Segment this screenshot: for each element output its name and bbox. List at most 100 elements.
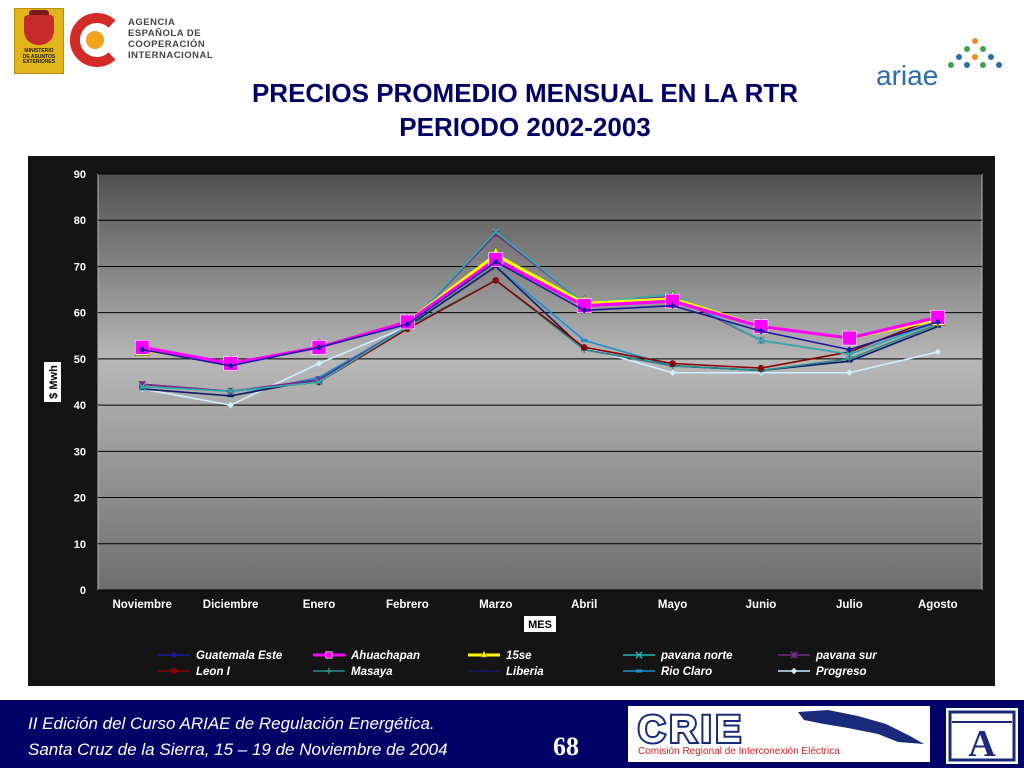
x-tick-label-diciembre: Diciembre (203, 599, 259, 611)
crown-icon (29, 10, 49, 17)
shield-icon (24, 15, 54, 45)
legend-marker-progreso (790, 667, 798, 675)
price-chart: 0 10 20 30 40 50 60 70 80 90 Noviembre Diciembre Ene… (28, 156, 995, 686)
point-pavana-norte-junio (757, 336, 765, 345)
agency-line-2: ESPAÑOLA DE (128, 28, 202, 39)
point-guatemala-este-noviembre (139, 346, 146, 353)
point-progreso-mayo (669, 369, 676, 376)
ministerio-line-1: MINISTERIO (24, 48, 54, 54)
x-axis-label: MES (528, 619, 552, 631)
legend-label-rio-claro: Rio Claro (661, 666, 712, 678)
price-chart-svg: 0 10 20 30 40 50 60 70 80 90 Noviembre Diciembre Ene… (28, 156, 995, 686)
point-progreso-agosto (934, 348, 941, 356)
ministerio-line-3: EXTERIORES (22, 59, 56, 65)
legend-label-liberia: Liberia (506, 666, 544, 678)
x-tick-label-mayo: Mayo (658, 599, 687, 611)
y-tick-label-10: 10 (74, 539, 86, 551)
a-emblem-logo: A (946, 708, 1018, 765)
agency-text: AGENCIA ESPAÑOLA DE COOPERACIÓN INTERNAC… (128, 17, 213, 61)
legend-label-15se: 15se (506, 650, 532, 662)
point-guatemala-este-diciembre (227, 362, 234, 370)
point-pavana-norte-noviembre (138, 382, 146, 391)
point-pavana-norte-diciembre (226, 387, 235, 395)
legend-label-leon-i: Leon I (196, 666, 231, 678)
slide-footer: II Edición del Curso ARIAE de Regulación… (0, 700, 1024, 768)
crie-logo-icon: CRIE (636, 707, 924, 753)
crie-logo: CRIE Comisión Regional de Interconexión … (628, 706, 930, 762)
a-emblem-letter: A (968, 723, 996, 764)
point-guatemala-este-julio (846, 346, 853, 353)
series-line-guatemala-este (142, 261, 939, 367)
x-tick-label-abril: Abril (571, 599, 597, 611)
ministerio-line-2: DE ASUNTOS (22, 53, 56, 60)
legend-marker-guatemala-este (170, 651, 178, 659)
ariae-dots-logo-icon (948, 38, 1002, 68)
series-line-ahuachapan (141, 257, 939, 366)
point-progreso-julio (846, 369, 853, 376)
agency-line-3: COOPERACIÓN (128, 39, 206, 50)
crie-subtitle: Comisión Regional de Interconexión Eléct… (638, 746, 840, 757)
x-tick-label-agosto: Agosto (918, 599, 958, 611)
point-ahuachapan-julio (842, 330, 857, 346)
y-tick-label-20: 20 (74, 493, 86, 505)
aecid-c-logo-icon (69, 13, 116, 67)
agency-line-4: INTERNACIONAL (128, 50, 214, 61)
point-guatemala-este-abril (581, 307, 588, 314)
point-guatemala-este-agosto (934, 318, 941, 326)
x-tick-label-julio: Julio (836, 599, 863, 611)
legend-label-progreso: Progreso (816, 666, 867, 678)
plot-area (97, 173, 983, 591)
a-emblem-icon: A (948, 710, 1016, 765)
ministerio-text: MINISTERIO DE ASUNTOS EXTERIORES (16, 48, 62, 66)
ministerio-logo: MINISTERIO DE ASUNTOS EXTERIORES (14, 8, 64, 74)
y-tick-label-70: 70 (74, 261, 86, 273)
series-line-pavana-norte (142, 230, 939, 393)
legend-marker-pavana-sur (790, 651, 798, 659)
page-number: 68 (553, 732, 579, 761)
point-rio-claro-abril (581, 338, 588, 342)
footer-course-text: II Edición del Curso ARIAE de Regulación… (28, 714, 435, 733)
x-axis-label-box (524, 616, 556, 632)
crie-name-text: CRIE (638, 709, 745, 748)
footer-location-text: Santa Cruz de la Sierra, 15 – 19 de Novi… (28, 740, 448, 759)
y-tick-label-90: 90 (74, 169, 86, 181)
x-tick-label-junio: Junio (746, 599, 777, 611)
point-leon-i-junio (757, 364, 765, 372)
legend-label-pavana-norte: pavana norte (660, 650, 733, 662)
point-leon-i-mayo (669, 360, 676, 367)
legend-marker-15se (480, 650, 488, 658)
point-guatemala-este-marzo (492, 258, 499, 266)
point-guatemala-este-enero (315, 344, 323, 351)
y-tick-label-40: 40 (74, 400, 86, 412)
legend-label-pavana-sur: pavana sur (815, 650, 877, 662)
legend-label-guatemala-este: Guatemala Este (196, 650, 283, 662)
legend-label-masaya: Masaya (351, 666, 393, 678)
point-guatemala-este-mayo (669, 302, 676, 309)
point-leon-i-abril (581, 344, 588, 351)
y-tick-label-50: 50 (74, 354, 86, 366)
legend-marker-rio-claro (635, 669, 643, 673)
slide-header: MINISTERIO DE ASUNTOS EXTERIORES AGENCIA… (0, 0, 1024, 150)
point-pavana-norte-enero (315, 378, 323, 386)
legend-label-ahuachapan: Ahuachapan (350, 650, 420, 662)
x-tick-label-febrero: Febrero (386, 599, 429, 611)
y-tick-label-30: 30 (74, 446, 86, 458)
point-progreso-enero (315, 360, 323, 367)
ariae-logo-text: ariae (876, 60, 939, 91)
x-tick-label-noviembre: Noviembre (112, 599, 171, 611)
x-tick-label-enero: Enero (303, 599, 336, 611)
legend-marker-masaya (325, 667, 333, 675)
y-axis-label-box (44, 362, 61, 402)
legend-marker-pavana-norte (635, 651, 643, 659)
legend-marker-ahuachapan (325, 651, 333, 659)
y-tick-label-80: 80 (74, 215, 86, 227)
x-tick-label-marzo: Marzo (479, 599, 512, 611)
point-pavana-norte-marzo (492, 228, 500, 236)
legend-marker-leon-i (170, 667, 178, 675)
series-line-liberia (142, 265, 939, 397)
y-tick-label-0: 0 (80, 585, 86, 597)
point-guatemala-este-junio (757, 327, 765, 335)
agency-line-1: AGENCIA (128, 17, 176, 28)
point-pavana-norte-julio (845, 350, 854, 358)
point-guatemala-este-febrero (404, 321, 411, 328)
